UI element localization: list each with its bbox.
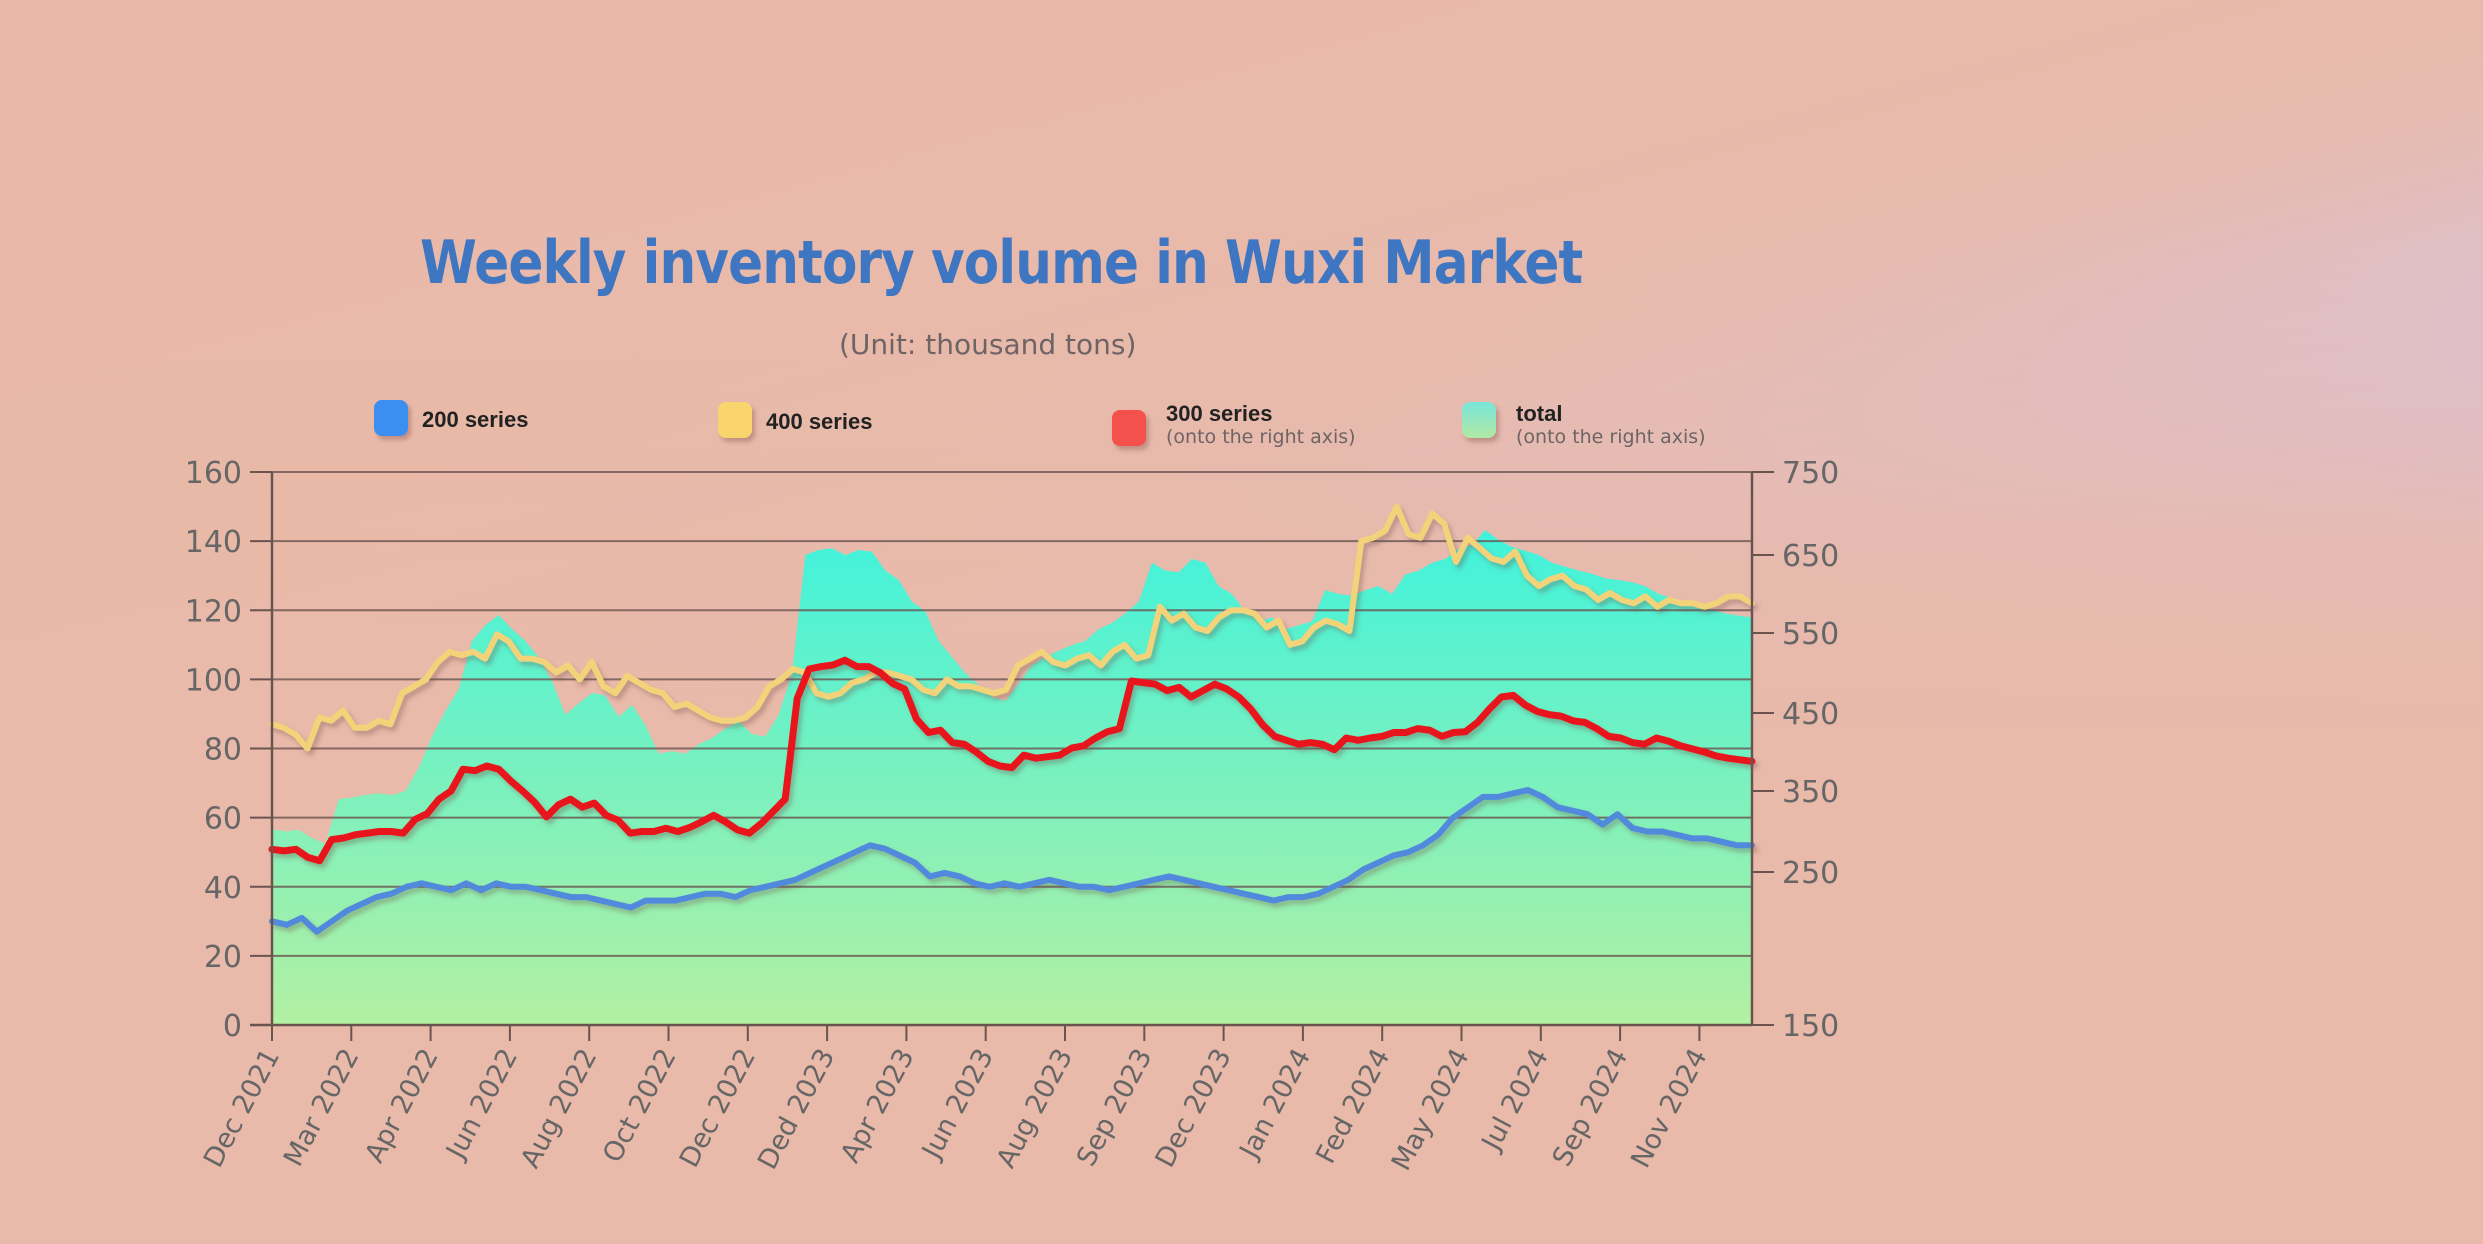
x-tick-label: Apr 2022	[359, 1044, 445, 1168]
legend-label: 200 series	[422, 407, 529, 432]
series-line-400-series	[269, 503, 1755, 752]
legend-note: (onto the right axis)	[1166, 426, 1356, 448]
legend-item-total[interactable]: total (onto the right axis)	[1462, 402, 1706, 448]
right-tick-label: 550	[1782, 617, 1839, 652]
x-tick-label: Aug 2022	[515, 1044, 603, 1173]
legend-swatch-total	[1462, 402, 1496, 438]
legend-note: (onto the right axis)	[1516, 426, 1706, 448]
x-tick-label: Dec 2023	[1150, 1044, 1238, 1173]
series-line-300-series	[268, 656, 1756, 865]
x-tick-label: Nov 2024	[1625, 1044, 1713, 1173]
x-tick-label: Sep 2024	[1547, 1044, 1635, 1172]
x-tick-label: Dec 2021	[198, 1044, 286, 1173]
x-tick-label: Apr 2023	[835, 1044, 921, 1168]
x-tick-label: Jun 2023	[915, 1044, 999, 1166]
left-tick-label: 80	[204, 733, 242, 768]
legend-label: 400 series	[766, 409, 873, 434]
left-tick-label: 40	[204, 871, 242, 906]
left-tick-label: 140	[185, 525, 242, 560]
chart-subtitle: (Unit: thousand tons)	[839, 328, 1137, 361]
right-tick-label: 450	[1782, 697, 1839, 732]
x-tick-label: Ded 2023	[752, 1044, 841, 1175]
right-tick-label: 650	[1782, 539, 1839, 574]
right-tick-label: 750	[1782, 456, 1839, 491]
x-tick-label: Mar 2022	[278, 1044, 366, 1172]
legend-swatch-300-series	[1112, 410, 1146, 446]
right-tick-label: 250	[1782, 856, 1839, 891]
left-tick-label: 100	[185, 663, 242, 698]
x-tick-label: Jun 2022	[440, 1044, 524, 1166]
left-tick-label: 120	[185, 594, 242, 629]
legend-item-300-series[interactable]: 300 series (onto the right axis)	[1112, 402, 1356, 448]
left-tick-label: 160	[185, 456, 242, 491]
x-tick-label: Dec 2022	[674, 1044, 762, 1173]
series-line-200-series	[269, 787, 1755, 935]
legend-swatch-400-series	[718, 402, 752, 438]
x-tick-label: Aug 2023	[991, 1044, 1079, 1173]
legend-label: total	[1516, 401, 1563, 426]
x-tick-label: May 2024	[1386, 1044, 1476, 1176]
chart-title: Weekly inventory volume in Wuxi Market	[420, 228, 1583, 298]
x-tick-label: Jan 2024	[1233, 1044, 1317, 1165]
left-tick-label: 60	[204, 802, 242, 837]
right-tick-label: 150	[1782, 1009, 1839, 1044]
legend-swatch-200-series	[374, 400, 408, 436]
x-tick-label: Sep 2023	[1071, 1044, 1159, 1172]
legend-item-400-series[interactable]: 400 series	[718, 402, 872, 438]
legend-label: 300 series	[1166, 401, 1273, 426]
left-tick-label: 20	[204, 940, 242, 975]
left-tick-label: 0	[223, 1009, 242, 1044]
series-area-total	[272, 530, 1752, 1025]
x-tick-label: Jul 2024	[1475, 1044, 1555, 1157]
legend-item-200-series[interactable]: 200 series	[374, 400, 528, 436]
x-tick-label: Oct 2022	[597, 1044, 683, 1168]
x-tick-label: Fed 2024	[1310, 1044, 1396, 1169]
right-tick-label: 350	[1782, 775, 1839, 810]
